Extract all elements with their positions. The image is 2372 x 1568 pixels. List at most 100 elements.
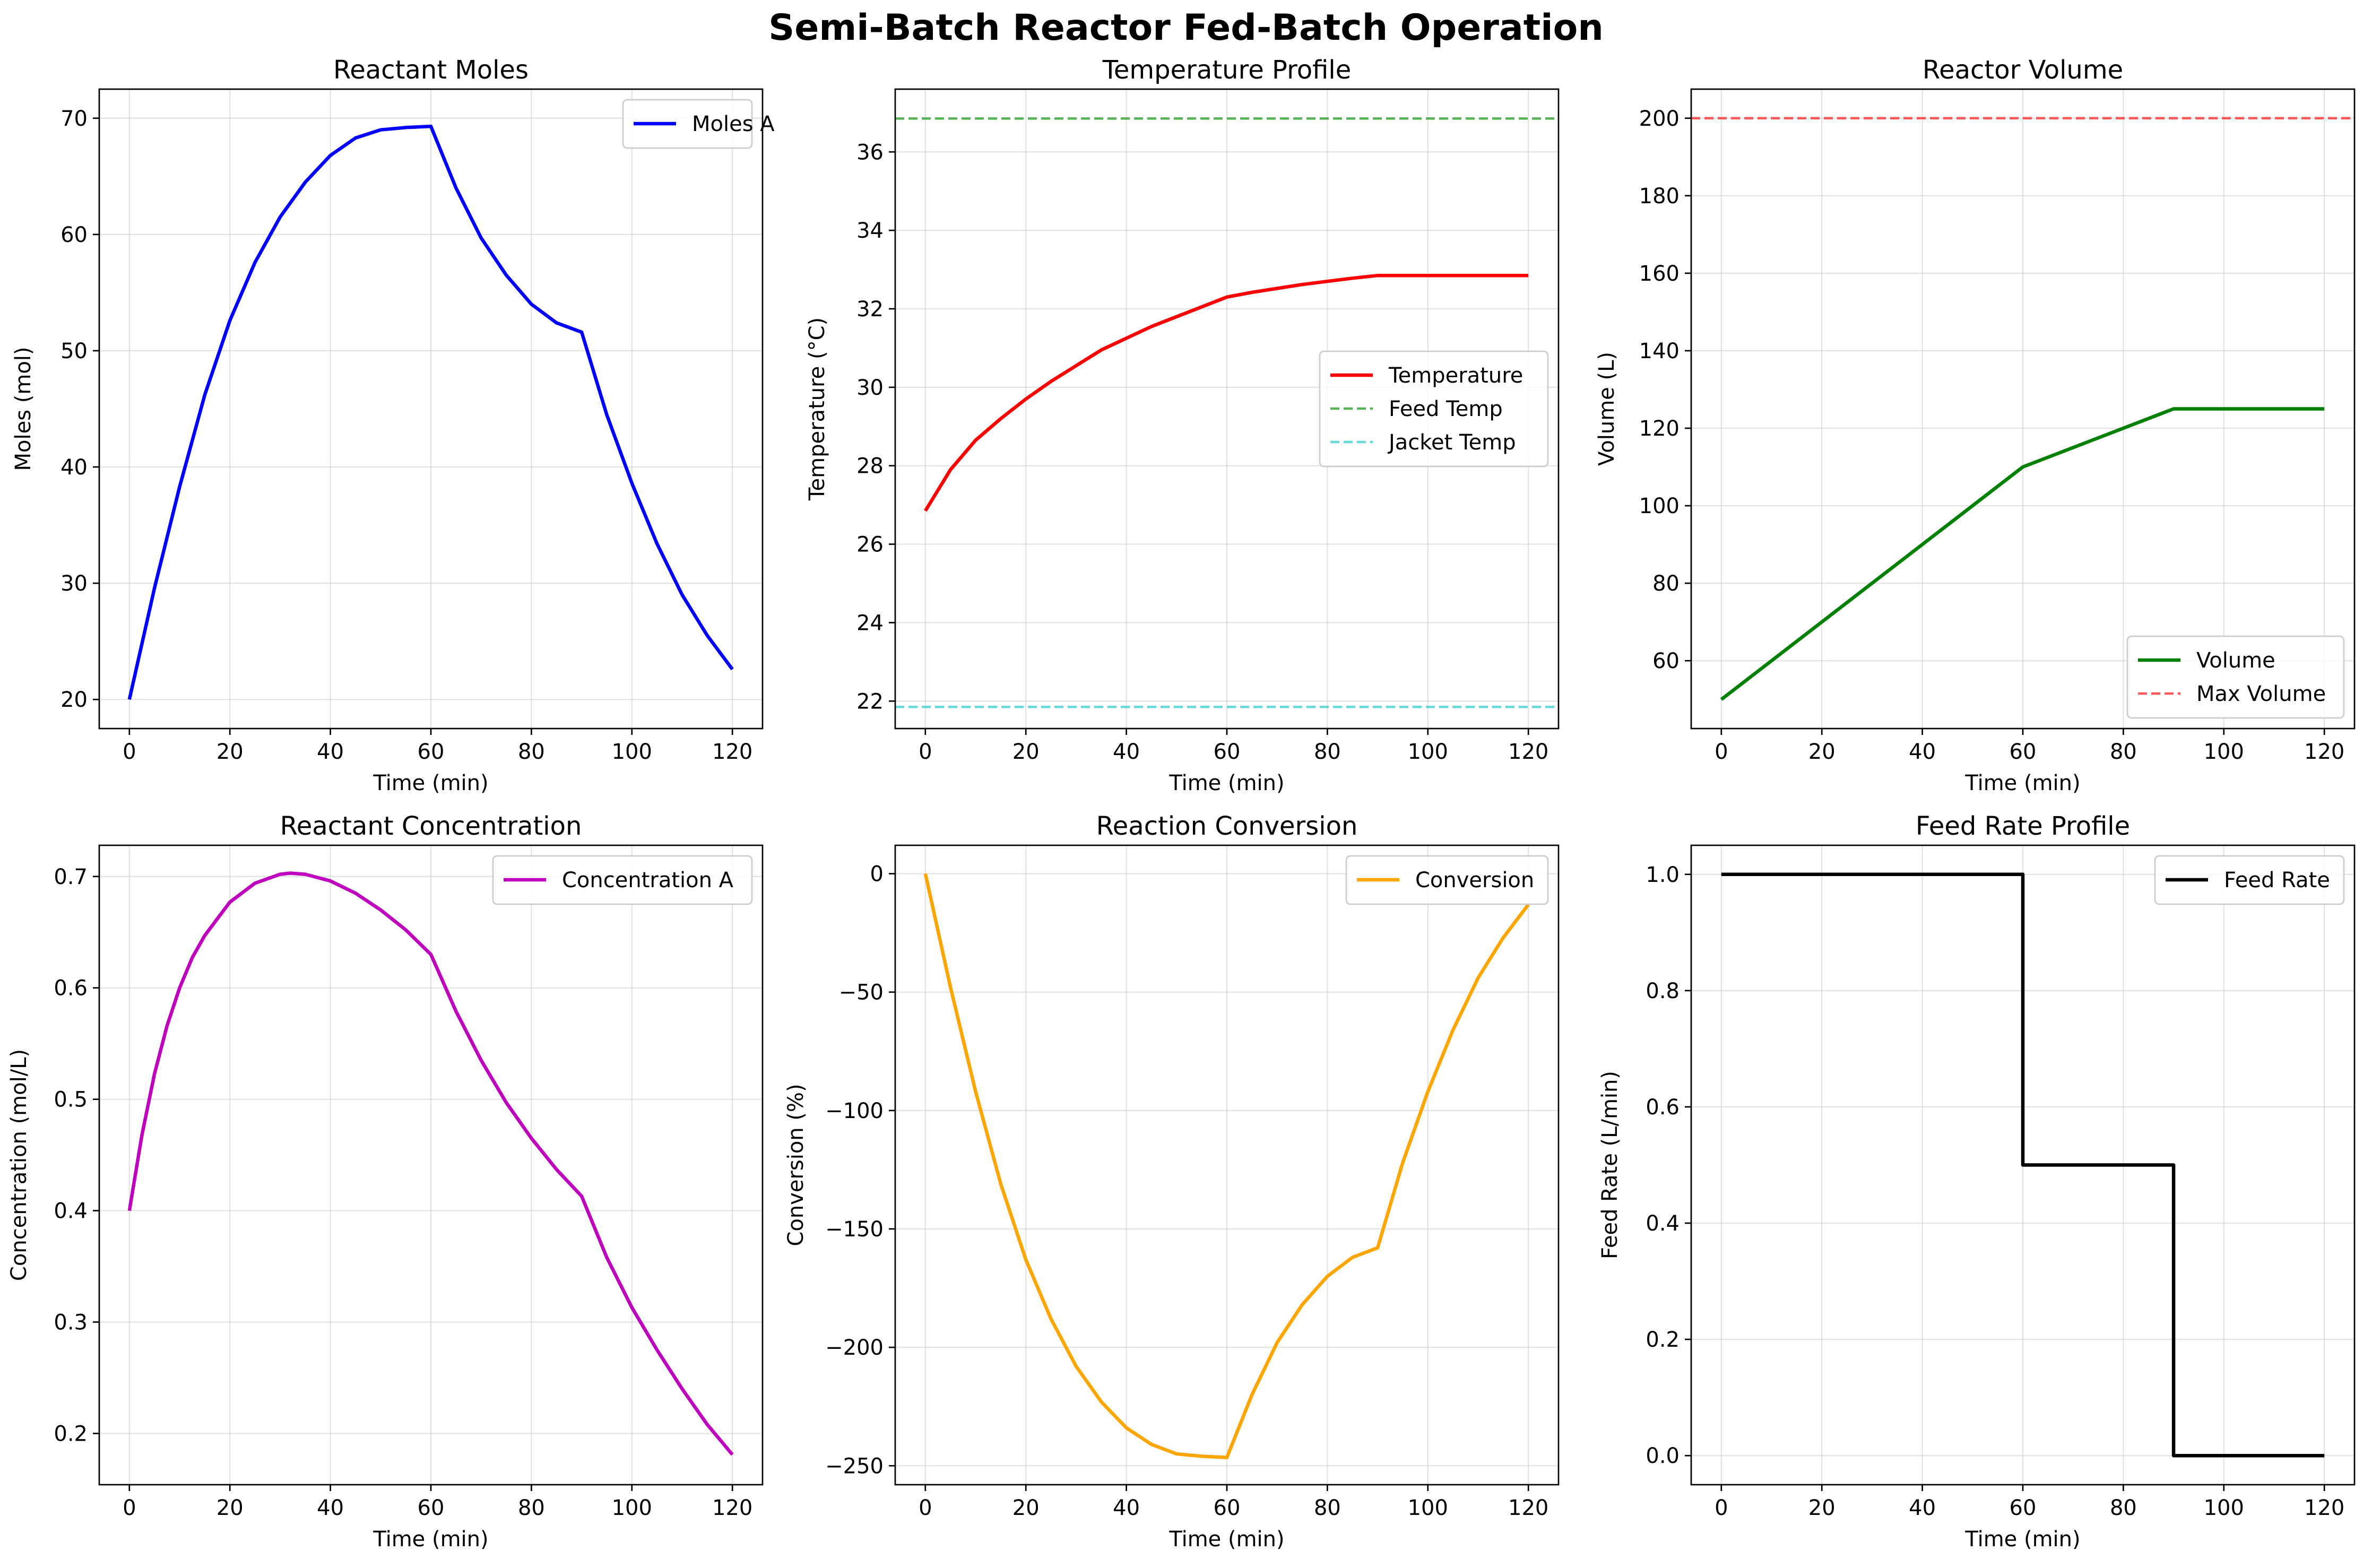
x-tick-label: 0 — [123, 740, 136, 764]
x-tick-label: 100 — [1408, 740, 1448, 764]
legend-box — [492, 855, 753, 905]
series-line-moles-a — [127, 124, 734, 700]
y-tick-label: −150 — [825, 1217, 884, 1242]
x-tick-label: 100 — [612, 1496, 652, 1520]
x-tick-label: 80 — [518, 740, 545, 764]
y-axis-label: Moles (mol) — [11, 346, 36, 471]
legend-box — [2154, 855, 2345, 905]
x-tick-label: 100 — [1408, 1496, 1448, 1520]
y-tick-label: 40 — [60, 455, 88, 480]
x-tick-label: 60 — [418, 740, 445, 764]
x-tick-label: 120 — [1508, 740, 1548, 764]
y-tick-label: 0.2 — [54, 1422, 88, 1446]
y-tick-label: 60 — [1652, 649, 1680, 673]
x-tick-label: 120 — [712, 1496, 752, 1520]
legend: Conversion — [1345, 855, 1549, 905]
legend: Concentration A — [492, 855, 753, 905]
y-tick-label: −100 — [825, 1099, 884, 1123]
y-tick-label: 22 — [856, 689, 884, 714]
y-axis-label: Conversion (%) — [784, 1084, 808, 1246]
y-axis-label: Temperature (°C) — [805, 317, 829, 501]
x-tick-label: 0 — [1715, 1496, 1728, 1520]
x-tick-label: 60 — [2010, 1496, 2037, 1520]
x-tick-label: 80 — [1314, 1496, 1341, 1520]
y-tick-label: 36 — [856, 140, 884, 164]
x-tick-label: 120 — [712, 740, 752, 764]
x-axis-label: Time (min) — [373, 1527, 488, 1552]
x-tick-label: 40 — [317, 1496, 344, 1520]
y-tick-label: 60 — [60, 223, 88, 247]
series-line-feed-rate — [1721, 872, 2325, 1458]
x-axis-label: Time (min) — [373, 771, 488, 795]
panel-title: Reactor Volume — [1923, 55, 2123, 85]
chart-panel-temperature: 0 20 40 60 80 100 120 22 24 26 28 30 32 34 36 Temperatu… — [805, 55, 1560, 795]
x-tick-label: 60 — [1214, 1496, 1241, 1520]
y-tick-label: 1.0 — [1646, 863, 1680, 887]
y-tick-label: 200 — [1639, 107, 1680, 131]
x-tick-label: 100 — [2204, 1496, 2244, 1520]
legend-label: Moles A — [692, 112, 775, 136]
legend-label: Feed Temp — [1389, 397, 1503, 421]
y-tick-label: 0.2 — [1646, 1328, 1680, 1352]
x-tick-label: 20 — [1808, 1496, 1836, 1520]
y-tick-label: −250 — [825, 1454, 884, 1478]
x-tick-label: 40 — [317, 740, 344, 764]
x-tick-label: 40 — [1909, 740, 1936, 764]
y-tick-label: 0.6 — [54, 976, 88, 1001]
y-axis-label: Concentration (mol/L) — [7, 1049, 31, 1281]
y-tick-label: 0.8 — [1646, 979, 1680, 1003]
series-line-temperature — [924, 273, 1529, 512]
x-tick-label: 60 — [1214, 740, 1241, 764]
y-tick-label: 100 — [1639, 494, 1680, 518]
x-tick-label: 40 — [1909, 1496, 1936, 1520]
chart-panel-moles: 0 20 40 60 80 100 120 20 30 40 50 60 70 Reactant Mole… — [11, 55, 775, 795]
legend: Feed Rate — [2154, 855, 2345, 905]
x-tick-label: 80 — [2110, 1496, 2137, 1520]
x-tick-label: 20 — [1012, 1496, 1040, 1520]
y-tick-label: −200 — [825, 1336, 884, 1360]
x-tick-label: 20 — [1012, 740, 1040, 764]
series-line-conversion — [923, 873, 1530, 1459]
x-tick-label: 120 — [2304, 740, 2344, 764]
x-axis-label: Time (min) — [1964, 771, 2080, 795]
panel-title: Reaction Conversion — [1096, 811, 1358, 841]
panel-title: Reactant Concentration — [280, 811, 582, 841]
series-line-volume — [1720, 407, 2325, 701]
chart-panel-feedrate: 0 20 40 60 80 100 120 0.0 0.2 0.4 0.6 0.8 1.0 Feed Ra… — [1598, 811, 2356, 1552]
x-tick-label: 80 — [2110, 740, 2137, 764]
y-tick-label: 28 — [856, 454, 884, 479]
y-tick-label: 140 — [1639, 339, 1680, 363]
y-tick-label: 32 — [856, 297, 884, 322]
y-tick-label: 24 — [856, 611, 884, 635]
y-tick-label: 120 — [1639, 417, 1680, 441]
y-tick-label: 0 — [870, 862, 884, 887]
x-tick-label: 40 — [1113, 1496, 1140, 1520]
y-tick-label: 0.3 — [54, 1311, 88, 1335]
y-tick-label: 0.6 — [1646, 1095, 1680, 1120]
y-tick-label: 0.5 — [54, 1088, 88, 1112]
y-tick-label: 80 — [1652, 571, 1680, 596]
chart-panel-concentration: 0 20 40 60 80 100 120 0.2 0.3 0.4 0.5 0.6 0.7 Reactan… — [7, 811, 764, 1552]
x-tick-label: 0 — [1715, 740, 1728, 764]
x-tick-label: 100 — [2204, 740, 2244, 764]
x-axis-label: Time (min) — [1168, 771, 1284, 795]
legend: Temperature Feed Temp Jacket Temp — [1319, 350, 1549, 467]
x-tick-label: 20 — [217, 1496, 244, 1520]
y-axis-label: Volume (L) — [1595, 352, 1619, 466]
y-tick-label: 30 — [856, 376, 884, 400]
x-tick-label: 0 — [919, 740, 932, 764]
x-tick-label: 20 — [217, 740, 244, 764]
x-axis-label: Time (min) — [1168, 1527, 1284, 1552]
y-tick-label: 0.4 — [1646, 1211, 1680, 1236]
x-axis-label: Time (min) — [1964, 1527, 2080, 1552]
y-tick-label: 180 — [1639, 184, 1680, 209]
y-tick-label: 26 — [856, 533, 884, 557]
series-line-concentration-a — [127, 871, 734, 1456]
legend-label: Temperature — [1388, 363, 1523, 388]
x-tick-label: 100 — [612, 740, 652, 764]
y-tick-label: −50 — [839, 981, 884, 1005]
x-tick-label: 60 — [2010, 740, 2037, 764]
y-tick-label: 50 — [60, 339, 88, 363]
legend-label: Feed Rate — [2224, 868, 2330, 893]
